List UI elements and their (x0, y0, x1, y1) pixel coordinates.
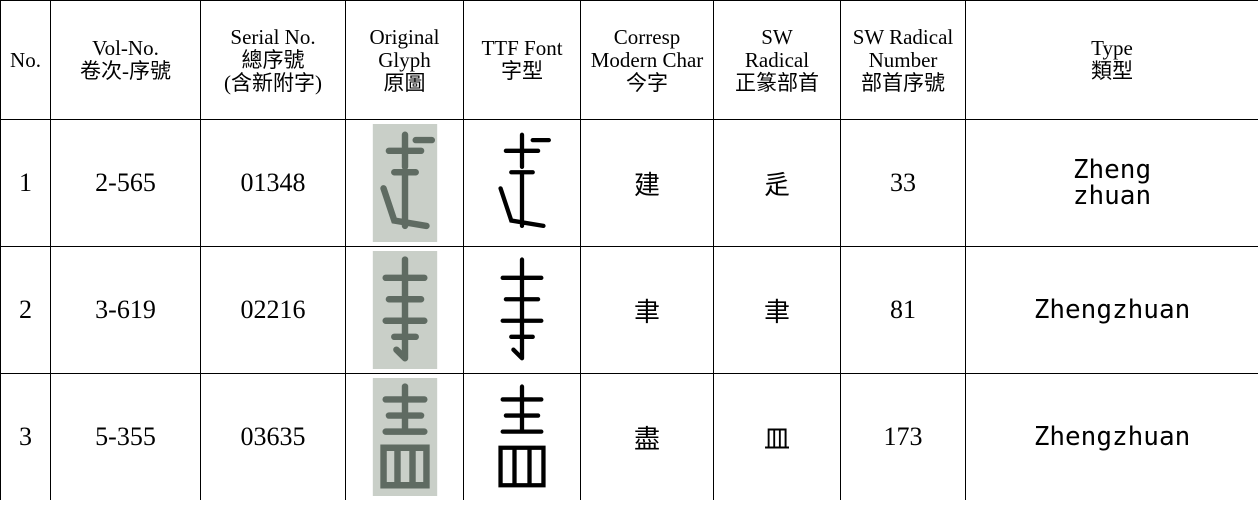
header-cell: Original Glyph 原圖 (345, 0, 464, 120)
table-cell: 建 (580, 119, 714, 247)
table-cell: 81 (840, 246, 966, 374)
table-cell: 02216 (200, 246, 346, 374)
table-body: 1 2-565 01348 建 辵 33 Zhengzhuan 2 3-619 02216 聿 聿 81… (0, 119, 1258, 500)
original-glyph-cell (345, 246, 464, 374)
table-cell: 聿 (713, 246, 841, 374)
header-cell: SW Radical 正篆部首 (713, 0, 841, 120)
header-cell: Vol-No. 卷次-序號 (50, 0, 201, 120)
header-line: No. (10, 47, 41, 72)
scan-strokes (381, 256, 428, 362)
header-line: Glyph (378, 47, 431, 72)
header-line: 類型 (1091, 59, 1133, 83)
header-line: 原圖 (383, 70, 426, 95)
header-line: Serial No. (230, 24, 316, 49)
glyph-strokes (500, 257, 544, 361)
ttf-glyph-cell (463, 373, 581, 500)
original-glyph-cell (345, 119, 464, 247)
header-line: 字型 (501, 59, 543, 83)
cell-text: 1 (19, 168, 32, 197)
header-line: SW Radical (852, 24, 954, 49)
table-cell: 2-565 (50, 119, 201, 247)
header-line: Radical (744, 47, 810, 72)
table-cell: 03635 (200, 373, 346, 500)
scan-strokes (379, 131, 435, 230)
table-cell: 3 (0, 373, 51, 500)
header-line: Vol-No. (92, 36, 159, 60)
cell-text: 81 (890, 295, 916, 324)
table-cell: Zhengzhuan (965, 119, 1258, 247)
cell-text: 01348 (240, 168, 306, 197)
header-line: Number (868, 47, 938, 72)
cell-text: 辵 (763, 170, 790, 201)
table-row: 3 5-355 03635 盡 皿 173 Zhengzhuan (0, 373, 1258, 500)
cell-text: 173 (883, 422, 923, 451)
header-line: (含新附字) (224, 70, 322, 95)
ttf-glyph-cell (463, 246, 581, 374)
header-line: 今字 (626, 70, 668, 95)
header-line: TTF Font (481, 36, 563, 60)
cell-text: 2 (19, 295, 32, 324)
table-row: 1 2-565 01348 建 辵 33 Zhengzhuan (0, 119, 1258, 247)
header-row: No. Vol-No. 卷次-序號 Serial No. 總序號 (含新附字) Origin… (0, 0, 1258, 120)
table-cell: 33 (840, 119, 966, 247)
cell-text: 聿 (633, 297, 660, 328)
header-line: Modern Char (590, 47, 704, 72)
table-cell: 2 (0, 246, 51, 374)
table-cell: 3-619 (50, 246, 201, 374)
header-line: 卷次-序號 (80, 59, 171, 83)
cell-text: 03635 (240, 422, 306, 451)
header-line: 部首序號 (861, 70, 945, 95)
scan-strokes (379, 383, 430, 489)
cell-text: Zhengzhuan (1033, 422, 1191, 452)
cell-text: 5-355 (95, 422, 156, 451)
header-cell: Type 類型 (965, 0, 1258, 120)
cell-text: 2-565 (95, 168, 156, 197)
glyph-strokes (498, 384, 546, 488)
cell-text: 盡 (633, 424, 660, 455)
header-cell: No. (0, 0, 51, 120)
header-cell: Corresp Modern Char 今字 (580, 0, 714, 120)
cell-text: 3-619 (95, 295, 156, 324)
header-line: Corresp (613, 24, 681, 49)
header-line: SW (761, 24, 793, 49)
cell-text: 聿 (763, 297, 790, 328)
header-line: Original (369, 24, 440, 49)
header-cell: TTF Font 字型 (463, 0, 581, 120)
table-cell: Zhengzhuan (965, 373, 1258, 500)
original-glyph-image (372, 251, 437, 369)
table-row: 2 3-619 02216 聿 聿 81 Zhengzhuan (0, 246, 1258, 374)
table-cell: 5-355 (50, 373, 201, 500)
header-line: 正篆部首 (735, 70, 819, 95)
table-cell: 聿 (580, 246, 714, 374)
cell-text: 皿 (763, 424, 790, 455)
original-glyph-cell (345, 373, 464, 500)
original-glyph-image (372, 124, 437, 242)
cell-text: 建 (633, 170, 660, 201)
cell-text: 02216 (240, 295, 306, 324)
header-line: Type (1091, 36, 1133, 60)
ttf-glyph-cell (463, 119, 581, 247)
table-cell: Zhengzhuan (965, 246, 1258, 374)
table-cell: 01348 (200, 119, 346, 247)
header-line: 總序號 (241, 47, 305, 72)
glyph-strokes (498, 132, 551, 229)
table-cell: 1 (0, 119, 51, 247)
cell-text: Zhengzhuan (1033, 295, 1191, 325)
table-cell: 173 (840, 373, 966, 500)
table-cell: 盡 (580, 373, 714, 500)
table-cell: 辵 (713, 119, 841, 247)
cell-text: 3 (19, 422, 32, 451)
ttf-glyph-image (500, 257, 544, 361)
header-cell: Serial No. 總序號 (含新附字) (200, 0, 346, 120)
ttf-glyph-image (498, 132, 551, 229)
header-cell: SW Radical Number 部首序號 (840, 0, 966, 120)
cell-text: 33 (890, 168, 916, 197)
table-cell: 皿 (713, 373, 841, 500)
original-glyph-image (372, 378, 437, 496)
ttf-glyph-image (498, 384, 546, 488)
cell-text: Zhengzhuan (1072, 155, 1152, 211)
